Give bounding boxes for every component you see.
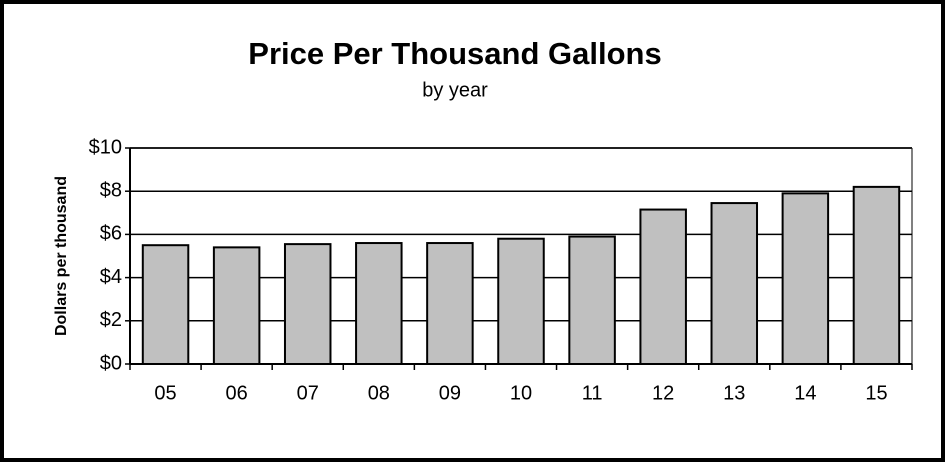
bar xyxy=(212,246,261,365)
chart-subtitle: by year xyxy=(422,79,488,101)
x-tick-label: 12 xyxy=(652,382,674,404)
bar xyxy=(497,237,545,365)
bar xyxy=(710,202,759,365)
bar xyxy=(355,242,403,365)
y-axis-label: Dollars per thousand xyxy=(53,176,70,336)
bar xyxy=(426,242,474,365)
x-tick-label: 07 xyxy=(297,382,319,404)
x-tick-label: 08 xyxy=(368,382,390,404)
y-tick-label: $2 xyxy=(100,309,122,331)
y-tick-label: $0 xyxy=(100,352,122,374)
bar xyxy=(283,243,332,365)
bar xyxy=(852,185,901,365)
bar xyxy=(568,235,616,365)
bar xyxy=(639,208,687,365)
bar xyxy=(141,244,190,365)
y-tick-label: $6 xyxy=(100,223,122,245)
bar xyxy=(781,192,830,365)
y-tick-label: $4 xyxy=(100,266,122,288)
x-tick-label: 15 xyxy=(865,382,887,404)
x-tick-label: 09 xyxy=(439,382,461,404)
x-tick-label: 11 xyxy=(582,382,603,404)
x-tick-label: 10 xyxy=(510,382,532,404)
y-tick-label: $10 xyxy=(89,136,122,158)
chart-title: Price Per Thousand Gallons xyxy=(248,36,661,71)
x-tick-label: 05 xyxy=(154,382,176,404)
x-tick-label: 06 xyxy=(226,382,248,404)
x-tick-label: 13 xyxy=(723,382,745,404)
x-tick-label: 14 xyxy=(794,382,816,404)
y-tick-label: $8 xyxy=(100,179,122,201)
